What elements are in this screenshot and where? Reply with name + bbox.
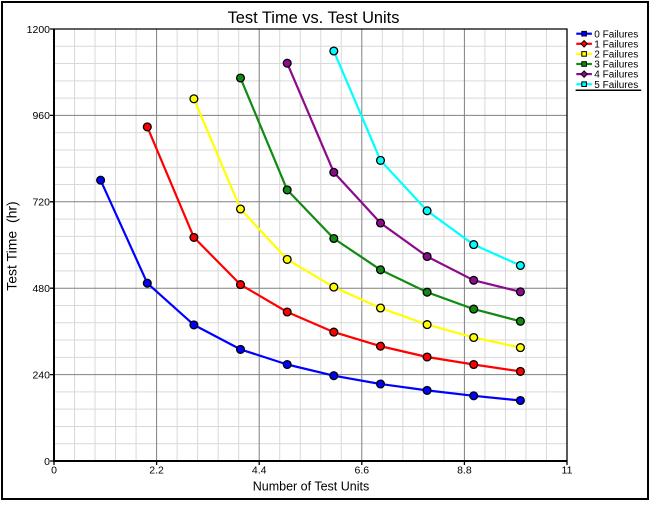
svg-text:1 Failures: 1 Failures	[594, 39, 638, 50]
svg-text:960: 960	[32, 110, 50, 122]
svg-text:480: 480	[32, 283, 50, 295]
svg-text:0: 0	[51, 464, 57, 476]
svg-text:0: 0	[44, 456, 50, 468]
svg-text:720: 720	[32, 197, 50, 209]
svg-text:8.8: 8.8	[457, 464, 472, 476]
svg-text:4.4: 4.4	[252, 464, 267, 476]
svg-text:5 Failures: 5 Failures	[594, 80, 638, 91]
svg-text:2.2: 2.2	[149, 464, 164, 476]
svg-text:1200: 1200	[27, 24, 51, 36]
svg-text:Test Time vs. Test Units: Test Time vs. Test Units	[228, 9, 400, 27]
svg-text:Number of Test Units: Number of Test Units	[253, 480, 369, 494]
svg-text:11: 11	[562, 464, 573, 476]
svg-text:0 Failures: 0 Failures	[594, 29, 638, 40]
svg-text:Test Time (hr): Test Time (hr)	[4, 201, 20, 290]
svg-text:6.6: 6.6	[354, 464, 369, 476]
svg-text:3 Failures: 3 Failures	[594, 60, 638, 71]
svg-text:240: 240	[32, 369, 50, 381]
svg-text:4 Failures: 4 Failures	[594, 70, 638, 81]
svg-text:2 Failures: 2 Failures	[594, 50, 638, 61]
